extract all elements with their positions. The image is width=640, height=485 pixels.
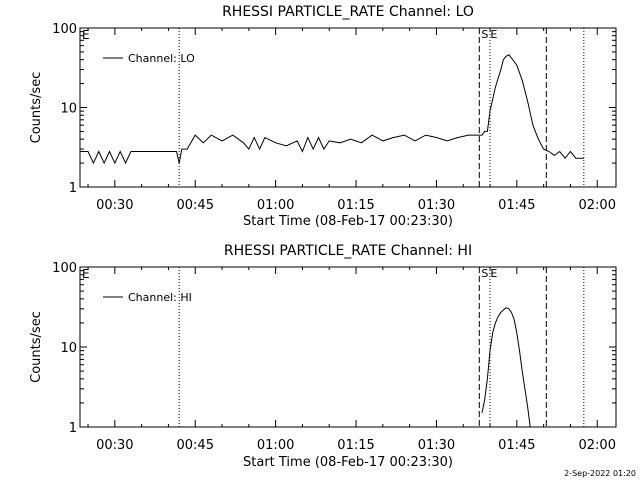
chart1-marker-label-s: S [481,28,488,41]
chart1-xtick-label: 00:30 [96,198,133,213]
chart2-ytick-label: 100 [52,261,77,276]
chart2-xtick-label: 02:00 [579,438,616,453]
chart1-xtick-label: 02:00 [579,198,616,213]
chart1-xtick-label: 01:00 [257,198,294,213]
chart1-corner-label: E [82,28,90,42]
chart2-ytick-label: 1 [69,421,77,436]
chart2-marker-label-e: E [490,267,497,280]
chart2-xtick-label: 01:30 [418,438,455,453]
chart1-ytick-label: 1 [69,181,77,196]
chart2-title: RHESSI PARTICLE_RATE Channel: HI [224,243,472,259]
footer-timestamp: 2-Sep-2022 01:20 [564,469,636,478]
chart2-ylabel: Counts/sec [29,311,44,383]
chart2-xtick-label: 01:45 [498,438,535,453]
chart1-series-line-1 [80,55,584,163]
chart2-series-line-1 [482,308,530,427]
chart1-ytick-label: 10 [60,102,77,117]
chart2-xtick-label: 01:00 [257,438,294,453]
chart2-xtick-label: 01:15 [337,438,374,453]
chart2-legend-label: Channel: HI [128,291,192,304]
chart1-ylabel: Counts/sec [29,72,44,144]
chart2-marker-label-s: S [481,267,488,280]
chart1-title: RHESSI PARTICLE_RATE Channel: LO [222,4,474,20]
chart1-xtick-label: 00:45 [177,198,214,213]
chart1-xtick-label: 01:30 [418,198,455,213]
chart1-xlabel: Start Time (08-Feb-17 00:23:30) [243,214,453,229]
chart2-ytick-label: 10 [60,341,77,356]
chart1-ytick-label: 100 [52,22,77,37]
chart2-corner-label: E [82,267,90,281]
chart1-xtick-label: 01:15 [337,198,374,213]
chart1-legend-label: Channel: LO [128,52,195,65]
chart2-xtick-label: 00:45 [177,438,214,453]
chart2-xtick-label: 00:30 [96,438,133,453]
chart1-marker-label-e: E [490,28,497,41]
chart1-xtick-label: 01:45 [498,198,535,213]
chart2-xlabel: Start Time (08-Feb-17 00:23:30) [243,455,453,470]
